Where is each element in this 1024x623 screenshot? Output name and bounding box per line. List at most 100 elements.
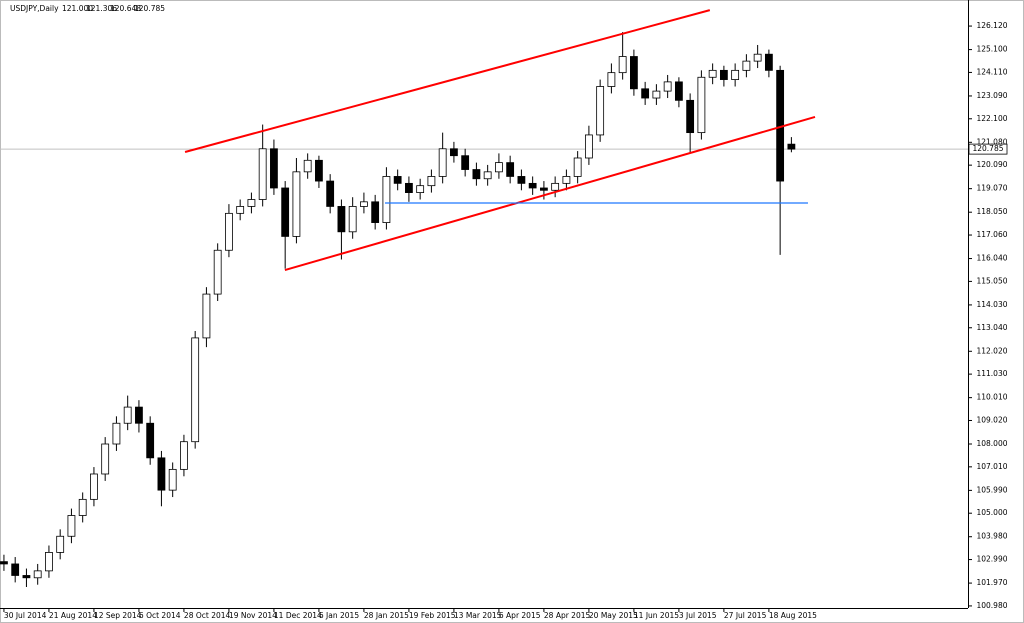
y-tick-label: 100.980 bbox=[976, 601, 1007, 610]
candle-body bbox=[135, 406, 143, 424]
x-tick-label: 27 Jul 2015 bbox=[724, 611, 767, 620]
y-tick-label: 123.090 bbox=[976, 91, 1007, 100]
candle-body bbox=[45, 552, 53, 572]
x-tick-label: 28 Oct 2014 bbox=[184, 611, 231, 620]
candle-body bbox=[67, 515, 76, 537]
candle-body bbox=[708, 69, 717, 78]
y-tick-label: 101.970 bbox=[976, 578, 1007, 587]
y-tick-label: 109.020 bbox=[976, 415, 1007, 424]
trend-line bbox=[184, 9, 711, 153]
candle-body bbox=[528, 182, 537, 189]
y-tick-label: 119.070 bbox=[976, 184, 1007, 193]
current-price-box bbox=[968, 143, 1008, 155]
y-tick-label: 118.050 bbox=[976, 207, 1007, 216]
trend-line bbox=[284, 115, 816, 272]
candle-body bbox=[787, 143, 796, 150]
x-tick-label: 3 Jul 2015 bbox=[679, 611, 717, 620]
header-value: 120.648 bbox=[110, 4, 141, 13]
candle-body bbox=[371, 201, 380, 223]
candle-body bbox=[225, 212, 233, 251]
candle-body bbox=[686, 99, 695, 134]
candle-body bbox=[674, 81, 683, 101]
candle-body bbox=[483, 171, 492, 180]
y-tick-label: 102.990 bbox=[976, 555, 1007, 564]
candle-body bbox=[326, 180, 335, 207]
y-tick-label: 124.110 bbox=[976, 67, 1007, 76]
candle-body bbox=[236, 206, 245, 214]
candle-body bbox=[663, 81, 672, 92]
y-tick-label: 107.010 bbox=[976, 462, 1007, 471]
y-tick-label: 110.010 bbox=[976, 393, 1007, 402]
candle-body bbox=[258, 148, 267, 200]
candle-body bbox=[213, 249, 222, 295]
candle-body bbox=[629, 56, 638, 90]
candle-body bbox=[393, 176, 402, 184]
header-value: 121.000 bbox=[62, 4, 93, 13]
candle-body bbox=[78, 498, 87, 516]
y-tick-label: 103.980 bbox=[976, 532, 1007, 541]
candle-body bbox=[596, 86, 605, 136]
y-tick-label: 117.060 bbox=[976, 230, 1007, 239]
candle-body bbox=[551, 182, 560, 191]
candle-body bbox=[584, 134, 593, 159]
candle-body bbox=[202, 293, 211, 339]
y-tick-label: 114.030 bbox=[976, 300, 1007, 309]
y-tick-label: 126.120 bbox=[976, 21, 1007, 30]
candle-body bbox=[180, 441, 188, 470]
candle-body bbox=[303, 159, 312, 173]
candle-body bbox=[652, 90, 661, 99]
y-tick-label: 108.000 bbox=[976, 439, 1007, 448]
candle-body bbox=[168, 468, 177, 491]
y-tick-label: 115.050 bbox=[976, 276, 1007, 285]
y-tick-label: 121.080 bbox=[976, 137, 1007, 146]
candle-body bbox=[360, 201, 368, 207]
y-tick-label: 120.090 bbox=[976, 160, 1007, 169]
candle-body bbox=[697, 76, 706, 134]
candle-body bbox=[11, 563, 20, 576]
y-tick-label: 112.020 bbox=[976, 346, 1007, 355]
y-tick-label: 122.100 bbox=[976, 114, 1007, 123]
x-tick-label: 12 Sep 2014 bbox=[94, 611, 142, 620]
candle-body bbox=[618, 56, 627, 74]
candle-body bbox=[753, 53, 762, 62]
y-tick-label: 116.040 bbox=[976, 254, 1007, 263]
candle-body bbox=[56, 535, 65, 553]
x-tick-label: 11 Dec 2014 bbox=[274, 611, 322, 620]
candle-body bbox=[112, 422, 121, 445]
candle-body bbox=[742, 60, 751, 71]
x-tick-label: 11 Jun 2015 bbox=[634, 611, 679, 620]
x-tick-label: 20 May 2015 bbox=[589, 611, 638, 620]
x-tick-label: 28 Jan 2015 bbox=[364, 611, 409, 620]
candle-body bbox=[731, 69, 740, 80]
x-tick-label: 6 Apr 2015 bbox=[499, 611, 541, 620]
y-tick-label: 113.040 bbox=[976, 323, 1007, 332]
x-tick-label: 18 Aug 2015 bbox=[769, 611, 817, 620]
candle-body bbox=[438, 148, 447, 177]
candle-body bbox=[33, 570, 42, 579]
x-tick-label: 19 Feb 2015 bbox=[409, 611, 456, 620]
y-tick-label: 111.030 bbox=[976, 369, 1007, 378]
candle-body bbox=[292, 171, 301, 237]
candle-body bbox=[382, 176, 391, 223]
candle-body bbox=[270, 148, 278, 189]
candle-body bbox=[562, 176, 571, 184]
candle-body bbox=[461, 155, 470, 170]
candle-body bbox=[517, 176, 526, 184]
candle-body bbox=[90, 473, 98, 500]
candle-body bbox=[427, 176, 436, 187]
y-tick-label: 105.990 bbox=[976, 485, 1007, 494]
x-tick-label: 6 Jan 2015 bbox=[319, 611, 359, 620]
header-value: 121.306 bbox=[86, 4, 117, 13]
candle-body bbox=[348, 206, 357, 233]
candle-body bbox=[450, 148, 458, 157]
x-tick-label: 21 Aug 2014 bbox=[49, 611, 97, 620]
candle-body bbox=[281, 187, 290, 237]
candle-body bbox=[191, 337, 200, 443]
candle-body bbox=[540, 187, 548, 191]
candle-body bbox=[719, 69, 728, 80]
candle-body bbox=[101, 443, 110, 475]
candle-body bbox=[607, 72, 616, 87]
candle-body bbox=[416, 185, 425, 193]
candle-body bbox=[472, 169, 481, 180]
